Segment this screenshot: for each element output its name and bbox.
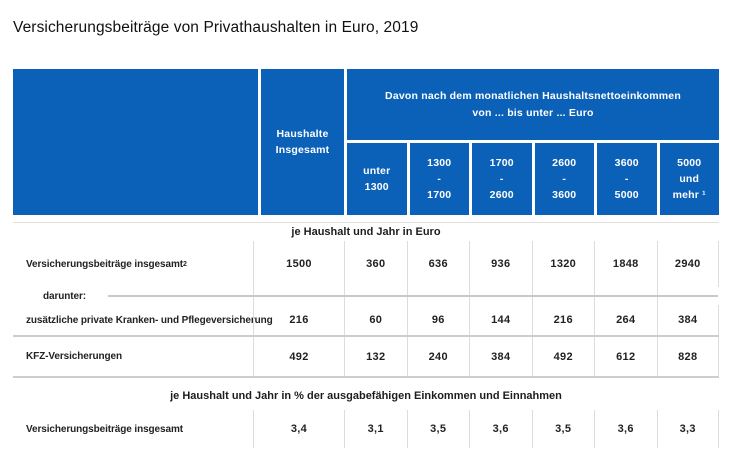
value-cell: 216 <box>253 305 344 335</box>
value-cell: 360 <box>344 241 407 287</box>
header-col-haushalte-insgesamt: Haushalte Insgesamt <box>261 69 344 215</box>
darunter-divider-line <box>108 295 718 297</box>
table-row-versicherungsbeitraege-insgesamt: Versicherungsbeiträge insgesamt 2 1500 36… <box>13 241 719 287</box>
value-cell: 3,6 <box>594 410 657 448</box>
table-header: Haushalte Insgesamt Davon nach dem monat… <box>13 69 719 215</box>
row-label: zusätzliche private Kranken- und Pflegev… <box>26 314 273 326</box>
value-cell: 3,3 <box>656 410 719 448</box>
value-cell: 132 <box>344 337 407 376</box>
darunter-label: darunter: <box>43 290 86 302</box>
header-col-5000-und-mehr: 5000 und mehr ¹ <box>659 143 719 215</box>
value-cell: 1320 <box>531 241 595 287</box>
value-cell: 936 <box>469 241 532 287</box>
value-cell: 492 <box>531 337 595 376</box>
value-cell: 636 <box>406 241 470 287</box>
value-cell: 384 <box>656 305 719 335</box>
value-cell: 828 <box>656 337 719 376</box>
value-cell: 3,5 <box>406 410 470 448</box>
value-cell: 384 <box>469 337 532 376</box>
value-cell: 264 <box>594 305 657 335</box>
row-label-text: Versicherungsbeiträge insgesamt <box>26 258 183 270</box>
page-title: Versicherungsbeiträge von Privathaushalt… <box>13 19 419 36</box>
value-cell: 3,4 <box>253 410 344 448</box>
header-col-unter-1300: unter 1300 <box>347 143 407 215</box>
row-label: Versicherungsbeiträge insgesamt <box>26 423 183 435</box>
table-row-kfz-versicherungen: KFZ-Versicherungen 492 132 240 384 492 6… <box>13 337 719 378</box>
value-cell: 240 <box>406 337 470 376</box>
row-label: KFZ-Versicherungen <box>26 351 122 362</box>
table-row-darunter: darunter: <box>13 287 719 305</box>
value-cell: 1848 <box>594 241 657 287</box>
value-cell: 2940 <box>656 241 719 287</box>
value-cell: 3,5 <box>531 410 595 448</box>
value-cell: 216 <box>531 305 595 335</box>
header-col-1300-1700: 1300 - 1700 <box>409 143 469 215</box>
header-col-2600-3600: 2600 - 3600 <box>534 143 594 215</box>
statistics-table: Haushalte Insgesamt Davon nach dem monat… <box>13 69 719 448</box>
value-cell: 3,1 <box>344 410 407 448</box>
section-title-euro: je Haushalt und Jahr in Euro <box>291 226 441 238</box>
value-cell: 492 <box>253 337 344 376</box>
header-divider <box>13 222 719 223</box>
section-title-percent: je Haushalt und Jahr in % der ausgabefäh… <box>170 390 562 402</box>
header-col-1700-2600: 1700 - 2600 <box>472 143 532 215</box>
header-corner-cell <box>13 69 258 215</box>
value-cell: 1500 <box>253 241 344 287</box>
value-cell: 3,6 <box>469 410 532 448</box>
footnote-marker: 2 <box>182 260 187 268</box>
row-label: Versicherungsbeiträge insgesamt 2 <box>13 241 253 287</box>
table-row-kranken-pflegeversicherung: zusätzliche private Kranken- und Pflegev… <box>13 305 719 337</box>
value-cell: 96 <box>406 305 470 335</box>
header-income-group: Davon nach dem monatlichen Haushaltsnett… <box>347 69 719 140</box>
table-row-versicherungsbeitraege-insgesamt-prozent: Versicherungsbeiträge insgesamt 3,4 3,1 … <box>13 410 719 448</box>
header-col-3600-5000: 3600 - 5000 <box>597 143 657 215</box>
value-cell: 612 <box>594 337 657 376</box>
value-cell: 60 <box>344 305 407 335</box>
value-cell: 144 <box>469 305 532 335</box>
